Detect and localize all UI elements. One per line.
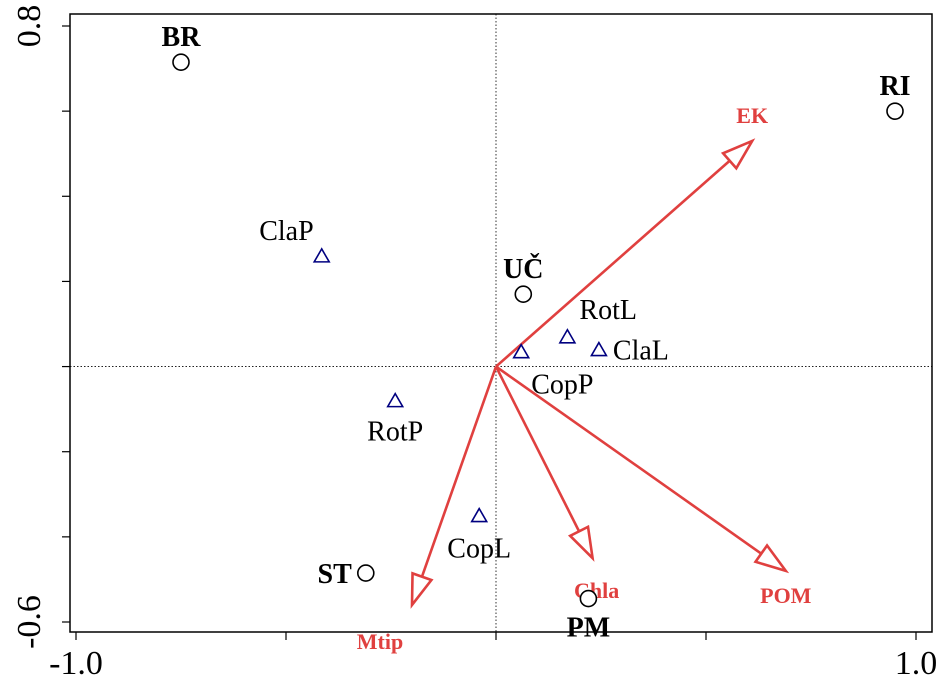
- env-vector-head-ek: [720, 138, 756, 171]
- species-rotp: RotP: [367, 392, 423, 448]
- species-label-clal: ClaL: [613, 336, 669, 367]
- env-vector-line-mtip: [420, 366, 498, 578]
- species-copl: CopL: [447, 506, 511, 565]
- species-copp: CopP: [512, 343, 593, 401]
- species-rotl: RotL: [558, 295, 637, 344]
- species-label-copl: CopL: [447, 534, 511, 565]
- site-marker-ri: [886, 102, 904, 120]
- site-label-st: ST: [318, 559, 353, 590]
- species-marker-rotl: [558, 328, 577, 344]
- y-axis-ticks: [62, 25, 70, 623]
- site-marker-uc: [514, 285, 533, 304]
- env-vector-line-chla: [494, 365, 581, 532]
- env-vector-pom: POM: [495, 365, 812, 608]
- site-points: BR RI UČ ST PM: [162, 22, 911, 643]
- env-vector-line-pom: [495, 365, 763, 555]
- species-marker-copl: [470, 506, 489, 523]
- site-marker-br: [172, 53, 190, 71]
- species-marker-clap: [312, 247, 331, 263]
- species-marker-rotp: [386, 392, 405, 408]
- species-label-clap: ClaP: [259, 216, 313, 247]
- site-marker-pm: [579, 589, 598, 608]
- env-vector-head-chla: [567, 524, 595, 562]
- site-label-uc: UČ: [503, 254, 543, 285]
- plot-frame: [69, 13, 933, 633]
- x-tick-label-min: -1.0: [49, 645, 103, 682]
- species-label-rotp: RotP: [367, 417, 423, 448]
- site-pm: PM: [567, 589, 611, 644]
- x-tick-label-max: 1.0: [895, 645, 938, 682]
- site-marker-st: [356, 564, 375, 582]
- species-clal: ClaL: [590, 336, 669, 367]
- site-label-br: BR: [162, 22, 202, 53]
- env-vector-head-pom: [753, 543, 790, 574]
- env-vector-chla: Chla: [494, 365, 619, 603]
- species-marker-copp: [512, 343, 531, 359]
- env-label-pom: POM: [760, 583, 812, 608]
- env-vector-line-ek: [495, 159, 731, 368]
- species-clap: ClaP: [259, 216, 331, 263]
- site-label-pm: PM: [567, 613, 611, 644]
- species-label-rotl: RotL: [579, 295, 637, 326]
- site-uc: UČ: [503, 254, 544, 304]
- x-axis-ticks: [75, 632, 917, 640]
- env-vector-ek: EK: [495, 103, 768, 368]
- species-points: ClaP RotL ClaL CopP RotP CopL: [259, 216, 669, 565]
- site-ri: RI: [879, 71, 911, 120]
- site-st: ST: [318, 559, 375, 590]
- environmental-vectors: EK POM Chla Mtip: [357, 103, 812, 654]
- env-label-ek: EK: [736, 103, 768, 128]
- species-marker-clal: [590, 340, 608, 357]
- y-tick-label-max: 0.8: [11, 5, 48, 48]
- site-br: BR: [162, 22, 202, 71]
- env-label-mtip: Mtip: [357, 629, 403, 654]
- env-vector-head-mtip: [410, 571, 434, 609]
- env-vector-mtip: Mtip: [357, 366, 498, 654]
- site-label-ri: RI: [879, 71, 910, 102]
- species-label-copp: CopP: [531, 370, 593, 401]
- y-tick-label-min: -0.6: [11, 595, 48, 649]
